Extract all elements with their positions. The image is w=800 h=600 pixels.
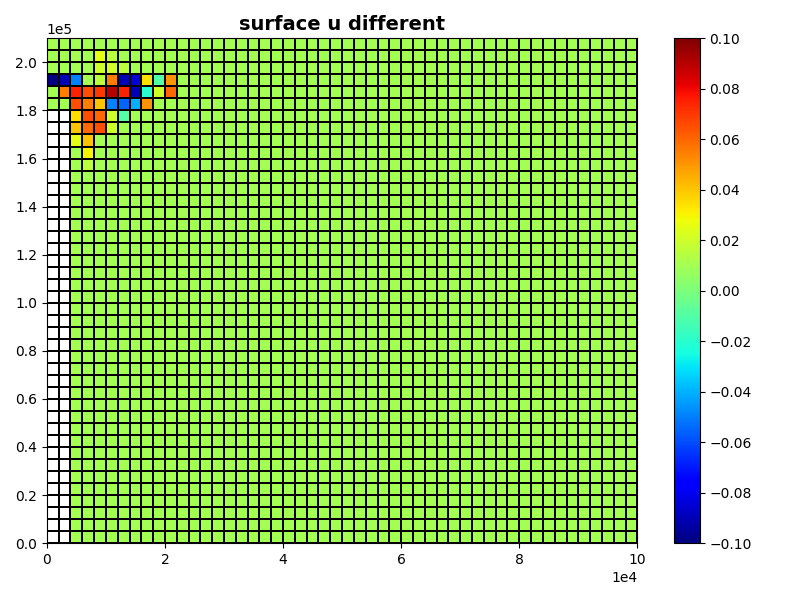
Title: surface u different: surface u different: [239, 15, 445, 34]
